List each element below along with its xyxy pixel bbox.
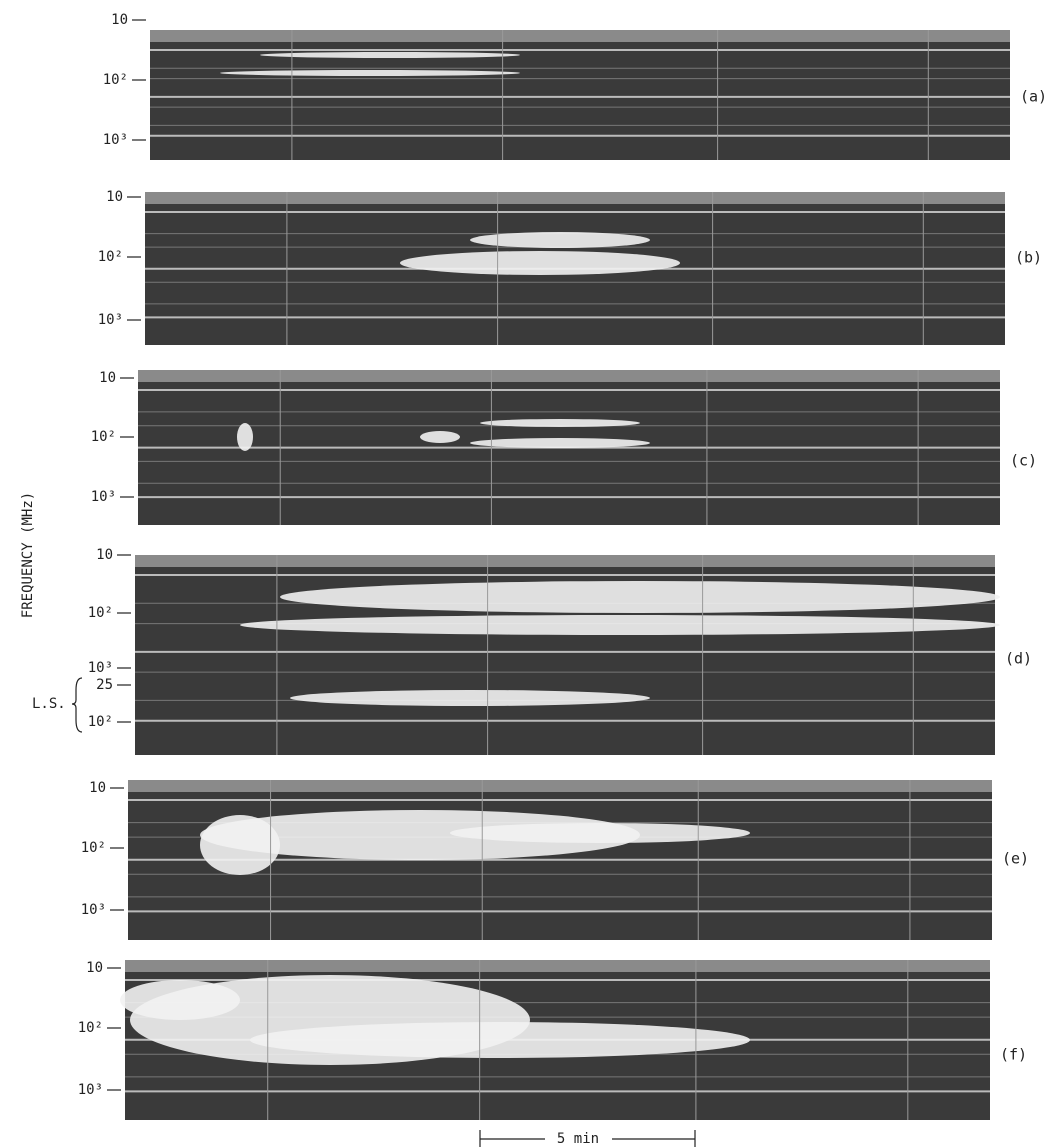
burst bbox=[290, 690, 650, 706]
brace bbox=[71, 677, 83, 733]
burst bbox=[220, 70, 520, 76]
tick-label: 10² bbox=[88, 605, 113, 621]
burst bbox=[280, 581, 1000, 613]
ls-label: L.S. bbox=[32, 696, 66, 712]
panel-label: (c) bbox=[1010, 452, 1037, 470]
burst bbox=[200, 810, 640, 860]
panel-label: (f) bbox=[1000, 1046, 1027, 1064]
axis-label: FREQUENCY (MHz) bbox=[20, 492, 36, 618]
tick-label: 10² bbox=[78, 1020, 103, 1036]
burst bbox=[237, 423, 253, 451]
spectrogram-panel: 10 10² 10³ (d) L.S. 25 10² bbox=[32, 547, 1032, 755]
burst bbox=[400, 251, 680, 275]
scale-bar-label: 5 min bbox=[557, 1131, 599, 1147]
spectrogram bbox=[150, 30, 1010, 160]
tick-label: 10 bbox=[99, 370, 116, 386]
tick-label: 10² bbox=[98, 249, 123, 265]
ls-tick-label: 25 bbox=[96, 677, 113, 693]
burst bbox=[260, 52, 520, 58]
burst bbox=[450, 823, 750, 843]
background-band bbox=[145, 192, 1005, 204]
scale-bar: 5 min bbox=[479, 1130, 696, 1147]
tick-label: 10³ bbox=[98, 312, 123, 328]
tick-label: 10 bbox=[89, 780, 106, 796]
background-band bbox=[125, 960, 990, 972]
burst bbox=[250, 1022, 750, 1058]
background-band bbox=[128, 780, 992, 792]
tick-label: 10³ bbox=[81, 902, 106, 918]
background-band bbox=[150, 30, 1010, 42]
spectrogram-panel: 10 10² 10³ (f) bbox=[78, 960, 1027, 1120]
tick-label: 10 bbox=[86, 960, 103, 976]
spectrogram-panel: 10 10² 10³ (c) bbox=[91, 370, 1037, 525]
spectrogram-panel: 10 10² 10³ (e) bbox=[81, 780, 1029, 940]
panel-label: (d) bbox=[1005, 650, 1032, 668]
tick-label: 10 bbox=[106, 189, 123, 205]
tick-label: 10³ bbox=[103, 132, 128, 148]
panel-label: (b) bbox=[1015, 249, 1042, 267]
burst bbox=[480, 419, 640, 427]
background-band bbox=[138, 370, 1000, 382]
tick-label: 10² bbox=[103, 72, 128, 88]
burst bbox=[200, 815, 280, 875]
tick-label: 10³ bbox=[91, 489, 116, 505]
spectrogram-panel: 10 10² 10³ (a) bbox=[103, 12, 1047, 160]
panel-label: (a) bbox=[1020, 88, 1047, 106]
burst bbox=[420, 431, 460, 443]
tick-label: 10² bbox=[81, 840, 106, 856]
burst bbox=[240, 615, 1000, 635]
ls-tick-label: 10² bbox=[88, 714, 113, 730]
tick-label: 10 bbox=[96, 547, 113, 563]
burst bbox=[120, 980, 240, 1020]
burst bbox=[470, 232, 650, 248]
burst bbox=[470, 438, 650, 448]
spectrogram-panel: 10 10² 10³ (b) bbox=[98, 189, 1042, 345]
panel-label: (e) bbox=[1002, 850, 1029, 868]
tick-label: 10² bbox=[91, 429, 116, 445]
background-band bbox=[135, 555, 995, 567]
tick-label: 10 bbox=[111, 12, 128, 28]
tick-label: 10³ bbox=[88, 660, 113, 676]
tick-label: 10³ bbox=[78, 1082, 103, 1098]
